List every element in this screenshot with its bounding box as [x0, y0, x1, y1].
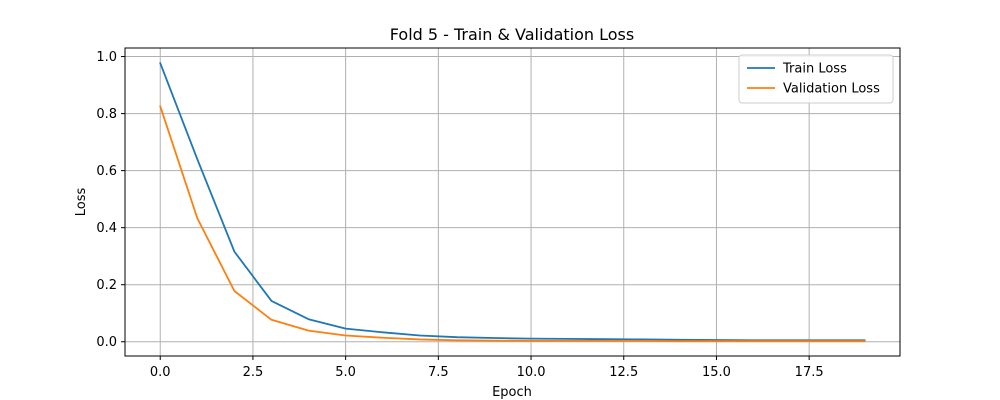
x-tick-label: 10.0 [517, 365, 546, 380]
x-axis-label: Epoch [492, 385, 532, 400]
y-tick-label: 1.0 [96, 50, 117, 65]
y-tick-label: 0.2 [96, 278, 117, 293]
y-axis-ticks: 0.0 0.2 0.4 0.6 0.8 1.0 [96, 50, 125, 350]
x-tick-label: 5.0 [335, 365, 356, 380]
x-tick-label: 0.0 [150, 365, 171, 380]
x-tick-label: 17.5 [795, 365, 824, 380]
y-tick-label: 0.8 [96, 107, 117, 122]
plot-frame [124, 47, 901, 357]
legend-label: Validation Loss [783, 82, 880, 97]
x-tick-label: 7.5 [428, 365, 449, 380]
legend-label: Train Loss [782, 62, 847, 77]
y-axis-label: Loss [74, 188, 89, 217]
y-tick-label: 0.6 [96, 164, 117, 179]
legend-box [738, 54, 894, 104]
series-lines [159, 62, 866, 343]
x-tick-label: 15.0 [702, 365, 731, 380]
y-tick-label: 0.0 [96, 335, 117, 350]
y-tick-label: 0.4 [96, 221, 117, 236]
x-tick-label: 12.5 [609, 365, 638, 380]
x-axis-ticks: 0.0 2.5 5.0 7.5 10.0 12.5 15.0 17.5 [150, 356, 824, 380]
legend: Train Loss Validation Loss [738, 54, 894, 104]
x-tick-label: 2.5 [243, 365, 264, 380]
series-line-train-loss [159, 62, 866, 342]
chart-title: Fold 5 - Train & Validation Loss [390, 25, 634, 44]
series-line-validation-loss [159, 105, 866, 343]
